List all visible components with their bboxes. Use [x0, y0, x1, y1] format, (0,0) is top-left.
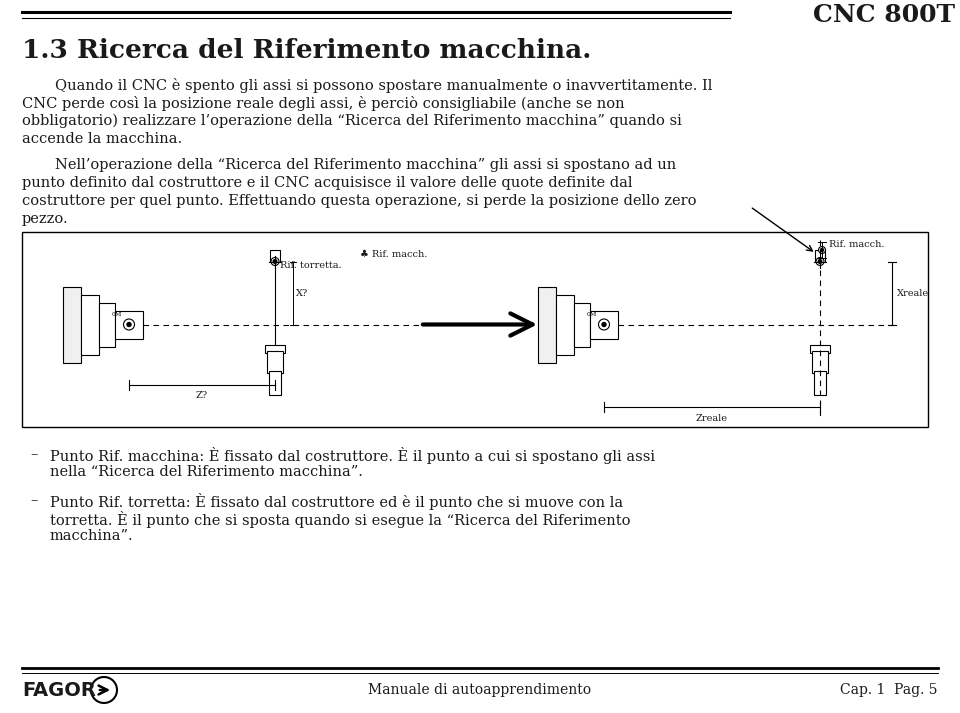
- Text: punto definito dal costruttore e il CNC acquisisce il valore delle quote definit: punto definito dal costruttore e il CNC …: [22, 176, 633, 190]
- Bar: [265, 344, 285, 352]
- Circle shape: [819, 247, 826, 254]
- Bar: [812, 351, 828, 372]
- Text: macchina”.: macchina”.: [50, 529, 133, 543]
- Text: –: –: [31, 493, 37, 507]
- Bar: [63, 287, 81, 362]
- Bar: [269, 371, 281, 394]
- Circle shape: [274, 260, 276, 263]
- Text: FAGOR: FAGOR: [22, 680, 96, 699]
- Bar: [270, 250, 280, 262]
- Text: Nell’operazione della “Ricerca del Riferimento macchina” gli assi si spostano ad: Nell’operazione della “Ricerca del Rifer…: [55, 158, 676, 172]
- Text: Cap. 1  Pag. 5: Cap. 1 Pag. 5: [841, 683, 938, 697]
- Text: costruttore per quel punto. Effettuando questa operazione, si perde la posizione: costruttore per quel punto. Effettuando …: [22, 194, 697, 208]
- Text: Xreale: Xreale: [897, 289, 929, 297]
- Bar: [22, 232, 928, 427]
- Circle shape: [91, 677, 117, 703]
- Text: X?: X?: [296, 289, 308, 297]
- Text: pezzo.: pezzo.: [22, 212, 68, 226]
- Text: –: –: [31, 447, 37, 461]
- Circle shape: [602, 322, 606, 327]
- Text: nella “Ricerca del Riferimento macchina”.: nella “Ricerca del Riferimento macchina”…: [50, 465, 363, 479]
- Text: Z?: Z?: [196, 391, 208, 401]
- Bar: [556, 294, 574, 354]
- Text: torretta. È il punto che si sposta quando si esegue la “Ricerca del Riferimento: torretta. È il punto che si sposta quand…: [50, 511, 631, 528]
- Circle shape: [271, 257, 279, 265]
- Bar: [267, 351, 283, 372]
- Text: Quando il CNC è spento gli assi si possono spostare manualmente o inavvertitamen: Quando il CNC è spento gli assi si posso…: [55, 78, 712, 93]
- Text: ♣ Rif. macch.: ♣ Rif. macch.: [360, 250, 427, 259]
- Circle shape: [598, 319, 610, 330]
- Bar: [81, 294, 99, 354]
- Text: Manuale di autoapprendimento: Manuale di autoapprendimento: [369, 683, 591, 697]
- Text: Punto Rif. macchina: È fissato dal costruttore. È il punto a cui si spostano gli: Punto Rif. macchina: È fissato dal costr…: [50, 447, 655, 464]
- Text: CNC 800T: CNC 800T: [813, 3, 955, 27]
- Circle shape: [821, 249, 824, 252]
- Bar: [814, 371, 826, 394]
- Text: obbligatorio) realizzare l’operazione della “Ricerca del Riferimento macchina” q: obbligatorio) realizzare l’operazione de…: [22, 114, 682, 128]
- Text: 1.3 Ricerca del Riferimento macchina.: 1.3 Ricerca del Riferimento macchina.: [22, 38, 591, 63]
- Text: accende la macchina.: accende la macchina.: [22, 132, 182, 146]
- Circle shape: [124, 319, 134, 330]
- Bar: [815, 250, 825, 262]
- Text: Rif. torretta.: Rif. torretta.: [280, 260, 342, 270]
- Bar: [99, 302, 115, 347]
- Circle shape: [127, 322, 131, 327]
- Bar: [538, 287, 556, 362]
- Circle shape: [816, 257, 824, 265]
- Text: 0M: 0M: [111, 312, 122, 317]
- Text: 0M: 0M: [587, 312, 597, 317]
- Text: Punto Rif. torretta: È fissato dal costruttore ed è il punto che si muove con la: Punto Rif. torretta: È fissato dal costr…: [50, 493, 623, 510]
- Bar: [810, 344, 830, 352]
- Text: CNC perde così la posizione reale degli assi, è perciò consigliabile (anche se n: CNC perde così la posizione reale degli …: [22, 96, 625, 111]
- Circle shape: [818, 260, 822, 263]
- Text: Rif. macch.: Rif. macch.: [829, 240, 884, 249]
- Bar: [574, 302, 590, 347]
- Bar: [115, 310, 143, 339]
- Bar: [590, 310, 618, 339]
- Text: Zreale: Zreale: [696, 414, 728, 423]
